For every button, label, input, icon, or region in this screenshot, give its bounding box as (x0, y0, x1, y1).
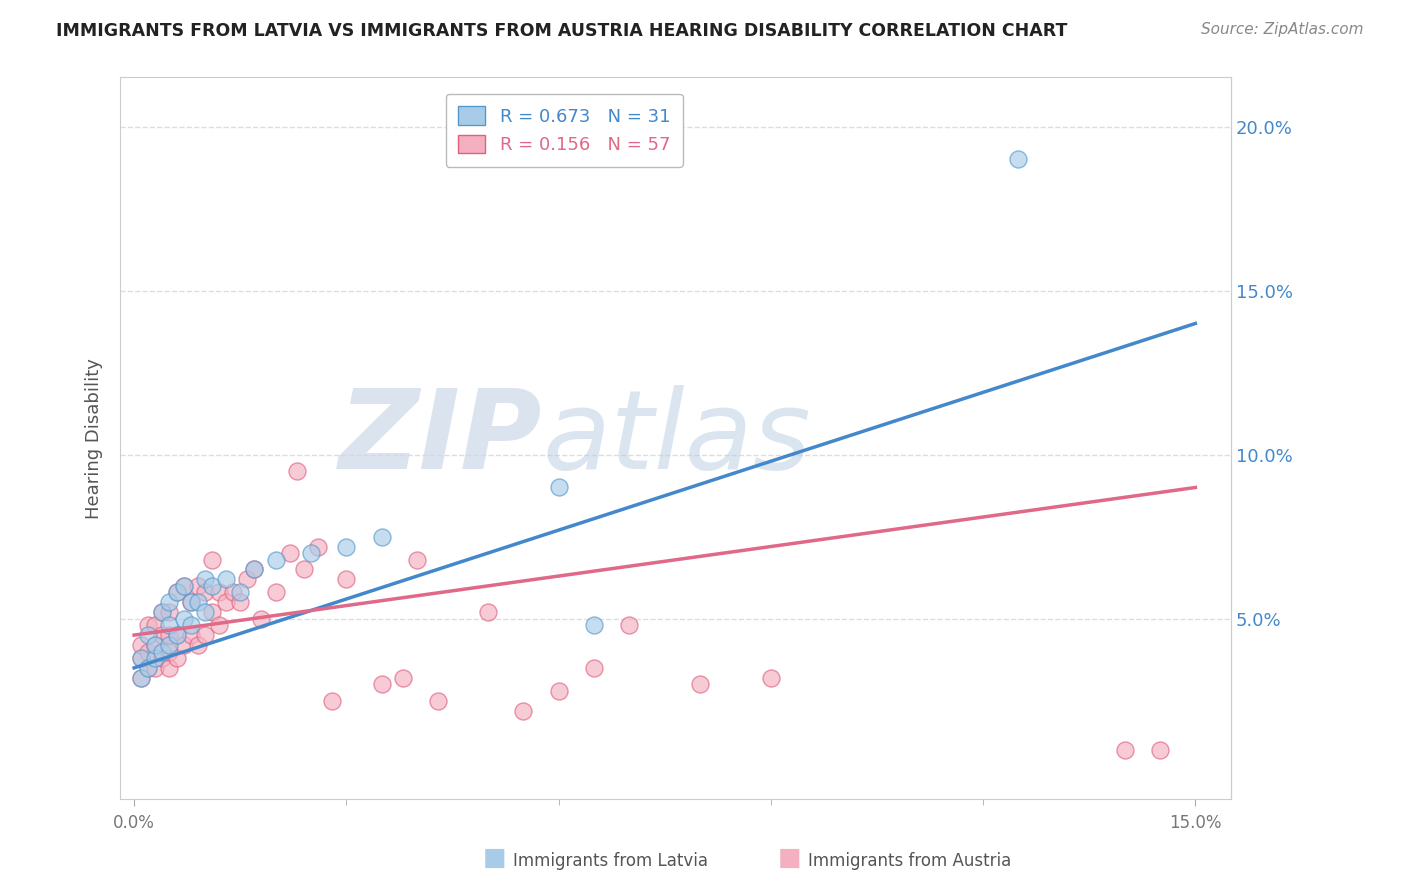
Point (166, 651, 188, 665)
Point (194, 572, 217, 586)
Point (392, 671, 415, 685)
Point (208, 618, 231, 632)
Point (187, 595, 209, 609)
Point (187, 638, 209, 652)
Point (285, 464, 308, 478)
Point (143, 651, 166, 665)
Point (264, 585, 287, 599)
Point (335, 572, 357, 586)
Point (152, 651, 174, 665)
Point (229, 585, 252, 599)
Point (1149, 743, 1171, 757)
Point (371, 677, 394, 691)
Point (129, 671, 152, 685)
Point (582, 618, 605, 632)
Point (166, 628, 188, 642)
Point (307, 540, 329, 554)
Point (547, 684, 569, 698)
Point (229, 595, 252, 609)
Point (582, 661, 605, 675)
Point (173, 579, 195, 593)
Y-axis label: Hearing Disability: Hearing Disability (86, 358, 103, 519)
Point (166, 585, 188, 599)
Point (236, 572, 259, 586)
Point (264, 552, 287, 566)
Text: Immigrants from Austria: Immigrants from Austria (808, 852, 1012, 870)
Point (1007, 153, 1029, 167)
Point (250, 612, 273, 626)
Point (136, 628, 159, 642)
Point (243, 562, 266, 576)
Point (159, 661, 181, 675)
Point (129, 651, 152, 665)
Point (194, 585, 217, 599)
Point (208, 585, 231, 599)
Text: Source: ZipAtlas.com: Source: ZipAtlas.com (1201, 22, 1364, 37)
Point (152, 628, 174, 642)
Point (215, 572, 238, 586)
Point (201, 605, 224, 619)
Point (243, 562, 266, 576)
Point (222, 585, 245, 599)
Point (180, 595, 202, 609)
Point (180, 628, 202, 642)
Point (689, 677, 711, 691)
Point (427, 694, 450, 708)
Text: ■: ■ (482, 846, 506, 870)
Point (136, 661, 159, 675)
Point (159, 628, 181, 642)
Point (371, 530, 394, 544)
Point (152, 605, 174, 619)
Text: IMMIGRANTS FROM LATVIA VS IMMIGRANTS FROM AUSTRIA HEARING DISABILITY CORRELATION: IMMIGRANTS FROM LATVIA VS IMMIGRANTS FRO… (56, 22, 1067, 40)
Point (166, 628, 188, 642)
Point (1114, 743, 1136, 757)
Point (406, 552, 429, 566)
Point (173, 612, 195, 626)
Point (759, 671, 782, 685)
Point (129, 651, 152, 665)
Point (194, 628, 217, 642)
Point (152, 605, 174, 619)
Text: Immigrants from Latvia: Immigrants from Latvia (513, 852, 709, 870)
Point (299, 546, 322, 560)
Point (159, 605, 181, 619)
Point (159, 595, 181, 609)
Point (129, 671, 152, 685)
Point (201, 579, 224, 593)
Point (194, 605, 217, 619)
Point (143, 638, 166, 652)
Point (136, 661, 159, 675)
Point (152, 644, 174, 658)
Point (143, 638, 166, 652)
Point (187, 579, 209, 593)
Point (512, 704, 534, 718)
Point (180, 595, 202, 609)
Point (201, 552, 224, 566)
Legend: R = 0.673   N = 31, R = 0.156   N = 57: R = 0.673 N = 31, R = 0.156 N = 57 (446, 94, 683, 167)
Point (321, 694, 343, 708)
Point (180, 618, 202, 632)
Point (159, 638, 181, 652)
Point (159, 644, 181, 658)
Text: ■: ■ (778, 846, 801, 870)
Point (166, 585, 188, 599)
Point (619, 618, 641, 632)
Point (547, 481, 569, 495)
Point (278, 546, 301, 560)
Point (477, 605, 499, 619)
Text: atlas: atlas (543, 384, 811, 491)
Point (143, 618, 166, 632)
Point (335, 540, 357, 554)
Point (143, 661, 166, 675)
Point (129, 638, 152, 652)
Point (173, 579, 195, 593)
Text: ZIP: ZIP (339, 384, 543, 491)
Point (136, 644, 159, 658)
Point (292, 562, 315, 576)
Point (136, 618, 159, 632)
Point (215, 595, 238, 609)
Point (159, 618, 181, 632)
Point (173, 638, 195, 652)
